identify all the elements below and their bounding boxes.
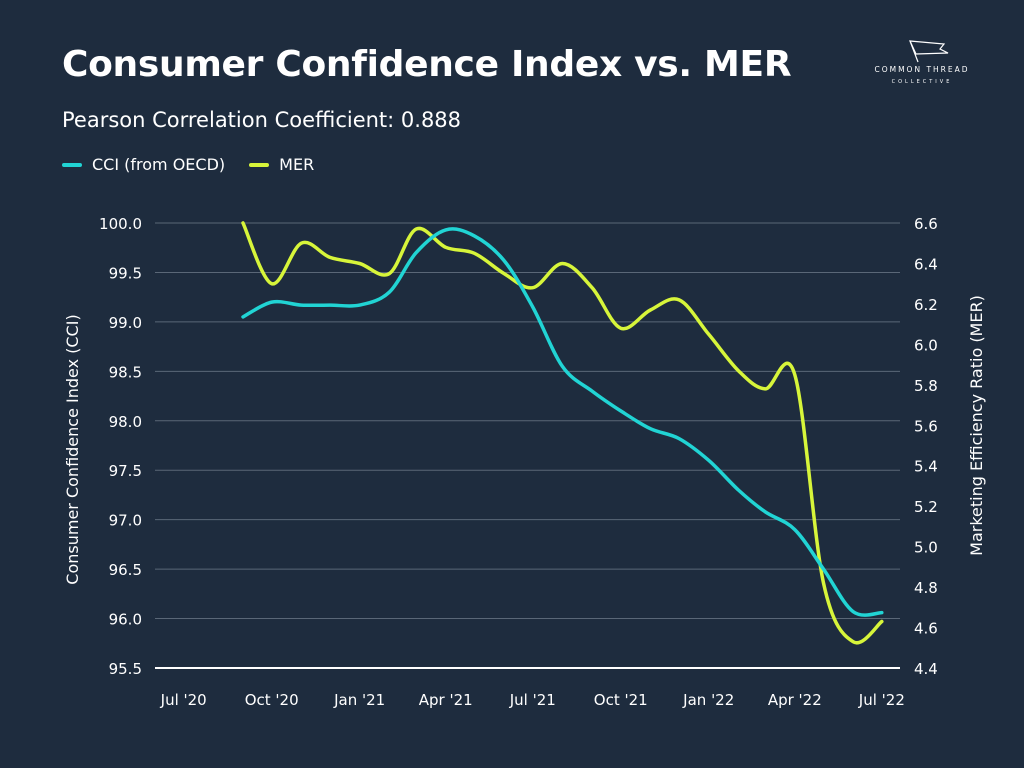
legend-label-cci: CCI (from OECD) xyxy=(92,155,226,174)
y-right-tick-label: 5.2 xyxy=(914,498,938,516)
y-right-tick-label: 4.4 xyxy=(914,660,938,678)
y-left-tick-label: 99.5 xyxy=(109,264,142,282)
y-left-tick-label: 97.5 xyxy=(109,462,142,480)
x-tick-label: Oct '21 xyxy=(594,691,648,709)
y-right-tick-label: 6.6 xyxy=(914,215,938,233)
y-right-tick-label: 6.0 xyxy=(914,336,938,354)
x-tick-label: Jul '22 xyxy=(858,691,905,709)
x-tick-label: Jul '21 xyxy=(509,691,556,709)
y-right-tick-label: 4.8 xyxy=(914,579,938,597)
legend-swatch-cci xyxy=(62,162,82,167)
x-tick-label: Apr '22 xyxy=(768,691,822,709)
y-left-tick-label: 96.0 xyxy=(109,611,142,629)
brand-logo: COMMON THREAD COLLECTIVE xyxy=(872,40,972,90)
y-right-tick-label: 5.6 xyxy=(914,417,938,435)
x-tick-label: Jan '22 xyxy=(682,691,734,709)
y-left-tick-label: 100.0 xyxy=(99,215,142,233)
chart-title: Consumer Confidence Index vs. MER xyxy=(62,44,792,85)
y-right-tick-label: 5.8 xyxy=(914,377,938,395)
y-right-axis-title: Marketing Efficiency Ratio (MER) xyxy=(967,295,986,556)
y-right-tick-label: 6.2 xyxy=(914,296,938,314)
chart-legend: CCI (from OECD) MER xyxy=(62,155,338,174)
y-left-tick-label: 98.5 xyxy=(109,363,142,381)
y-left-tick-label: 96.5 xyxy=(109,561,142,579)
y-right-tick-label: 5.0 xyxy=(914,539,938,557)
y-right-tick-label: 6.4 xyxy=(914,255,938,273)
y-left-tick-label: 95.5 xyxy=(109,660,142,678)
legend-swatch-mer xyxy=(249,162,270,167)
flag-icon xyxy=(909,40,949,63)
x-tick-label: Oct '20 xyxy=(245,691,299,709)
x-tick-label: Jan '21 xyxy=(333,691,385,709)
x-tick-label: Jul '20 xyxy=(160,691,207,709)
legend-label-mer: MER xyxy=(279,155,315,174)
series-line-cci xyxy=(241,227,884,617)
chart-subtitle: Pearson Correlation Coefficient: 0.888 xyxy=(62,108,462,132)
legend-item-mer: MER xyxy=(249,155,314,174)
y-left-tick-label: 99.0 xyxy=(109,314,142,332)
y-right-tick-label: 5.4 xyxy=(914,458,938,476)
logo-name: COMMON THREAD xyxy=(874,65,970,74)
series-line-mer xyxy=(241,221,884,645)
y-right-tick-label: 4.6 xyxy=(914,620,938,638)
legend-item-cci: CCI (from OECD) xyxy=(62,155,225,174)
y-left-tick-label: 98.0 xyxy=(109,413,142,431)
logo-sub: COLLECTIVE xyxy=(891,79,953,85)
y-left-tick-label: 97.0 xyxy=(109,512,142,530)
x-tick-label: Apr '21 xyxy=(419,691,473,709)
y-left-axis-title: Consumer Confidence Index (CCI) xyxy=(63,314,82,584)
